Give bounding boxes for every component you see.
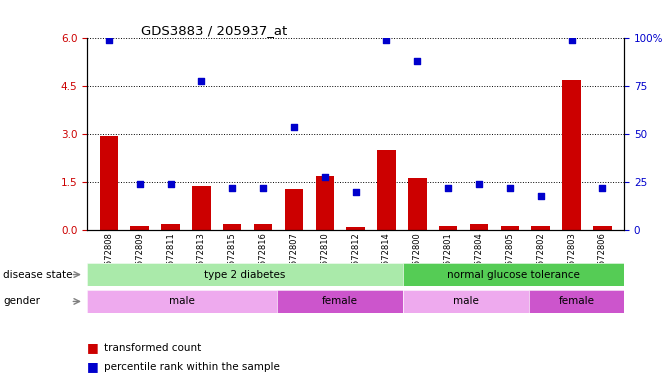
Text: gender: gender (3, 296, 40, 306)
Point (443, 185, 454, 191)
Bar (223, 224, 242, 230)
Point (535, 193, 546, 199)
Bar (254, 224, 272, 230)
Bar (192, 185, 211, 230)
Point (103, 37, 114, 43)
Point (289, 124, 299, 130)
Bar (593, 225, 612, 230)
Text: ■: ■ (87, 360, 99, 373)
Bar (285, 189, 303, 230)
Point (381, 37, 392, 43)
Point (474, 181, 484, 187)
Text: disease state: disease state (3, 270, 73, 280)
Text: GDS3883 / 205937_at: GDS3883 / 205937_at (141, 24, 287, 37)
Point (165, 181, 176, 187)
Text: type 2 diabetes: type 2 diabetes (205, 270, 286, 280)
Point (227, 185, 238, 191)
Text: male: male (453, 296, 479, 306)
Point (319, 174, 330, 180)
Point (566, 37, 577, 43)
Point (505, 185, 515, 191)
Bar (439, 225, 458, 230)
Text: male: male (169, 296, 195, 306)
Bar (99, 136, 118, 230)
Text: female: female (322, 296, 358, 306)
Text: percentile rank within the sample: percentile rank within the sample (104, 362, 280, 372)
Bar (501, 225, 519, 230)
Bar (470, 224, 488, 230)
Bar (562, 80, 581, 230)
Text: female: female (559, 296, 595, 306)
Bar (531, 225, 550, 230)
Point (196, 78, 207, 84)
Point (350, 189, 361, 195)
Bar (161, 224, 180, 230)
Text: transformed count: transformed count (104, 343, 201, 353)
Bar (408, 177, 427, 230)
Point (134, 181, 145, 187)
Bar (130, 225, 149, 230)
Bar (315, 176, 334, 230)
Point (258, 185, 268, 191)
Bar (346, 227, 365, 230)
Text: ■: ■ (87, 341, 99, 354)
Point (597, 185, 608, 191)
Point (412, 58, 423, 65)
Bar (377, 151, 396, 230)
Text: normal glucose tolerance: normal glucose tolerance (447, 270, 580, 280)
